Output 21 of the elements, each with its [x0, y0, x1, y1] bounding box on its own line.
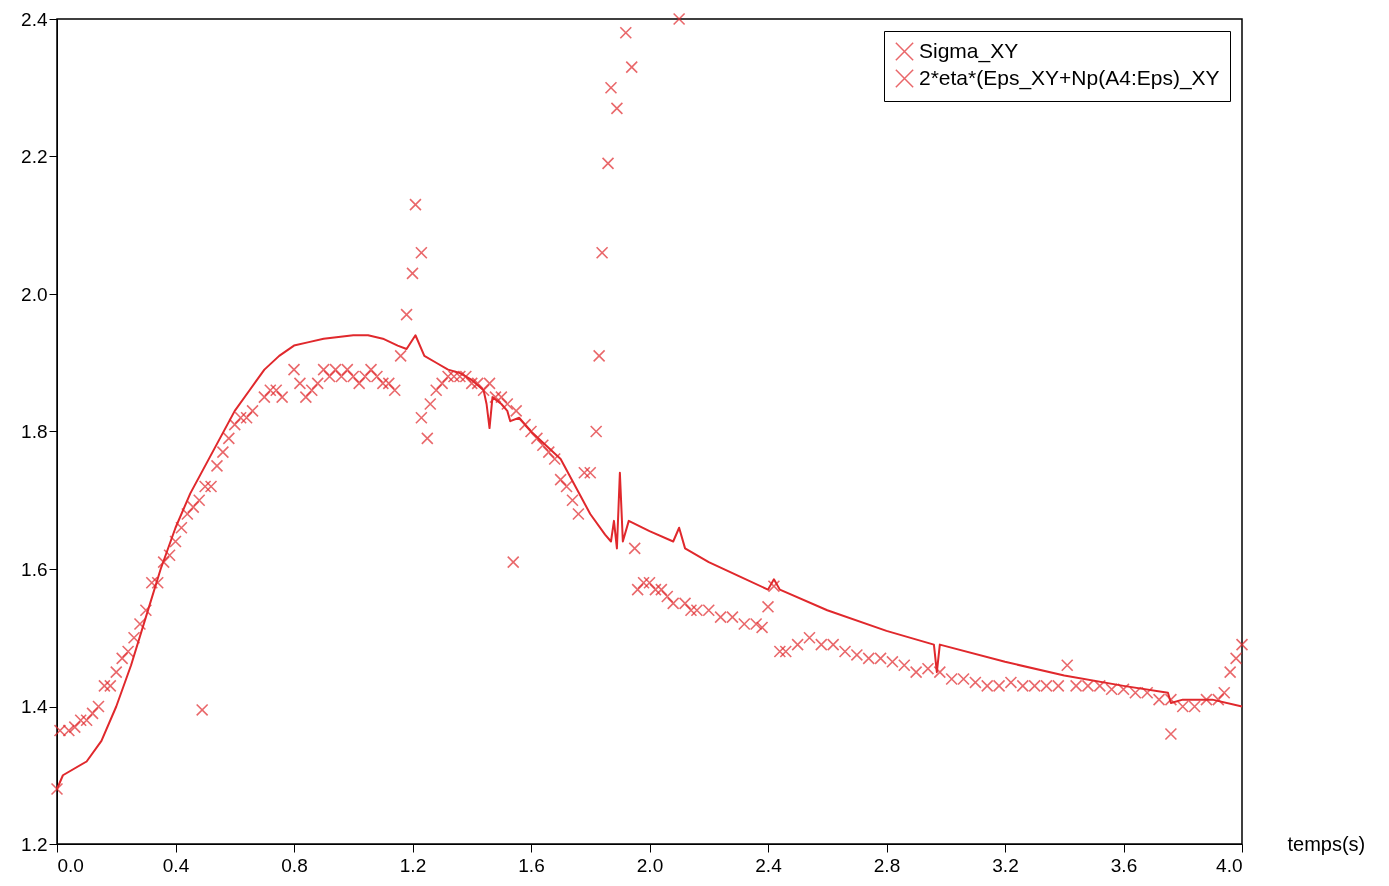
- y-tick-label: 2.4: [21, 8, 48, 30]
- x-tick-label: 1.2: [399, 854, 427, 876]
- x-axis-title: temps(s): [1287, 832, 1366, 855]
- y-tick-label: 1.8: [21, 421, 48, 442]
- x-tick-label: 3.6: [1110, 854, 1138, 876]
- x-tick-label: 4.0: [1216, 854, 1243, 876]
- y-tick-label: 1.4: [21, 696, 48, 717]
- legend-label: Sigma_XY: [919, 38, 1019, 63]
- x-tick-label: 2.0: [636, 854, 664, 876]
- x-tick-label: 2.8: [873, 854, 901, 876]
- x-tick-label: 2.4: [755, 854, 783, 876]
- x-tick-label: 0.4: [162, 854, 190, 876]
- y-tick-label: 2.0: [21, 283, 48, 305]
- x-tick-label: 3.2: [992, 854, 1019, 876]
- y-tick-label: 1.6: [21, 558, 48, 580]
- y-tick-label: 2.2: [21, 146, 48, 167]
- y-tick-label: 1.2: [21, 833, 48, 855]
- x-tick-label: 1.6: [518, 854, 545, 876]
- x-tick-label: 0.0: [57, 854, 84, 876]
- x-tick-label: 0.8: [281, 854, 308, 876]
- legend-label: 2*eta*(Eps_XY+Np(A4:Eps)_XY: [919, 65, 1220, 90]
